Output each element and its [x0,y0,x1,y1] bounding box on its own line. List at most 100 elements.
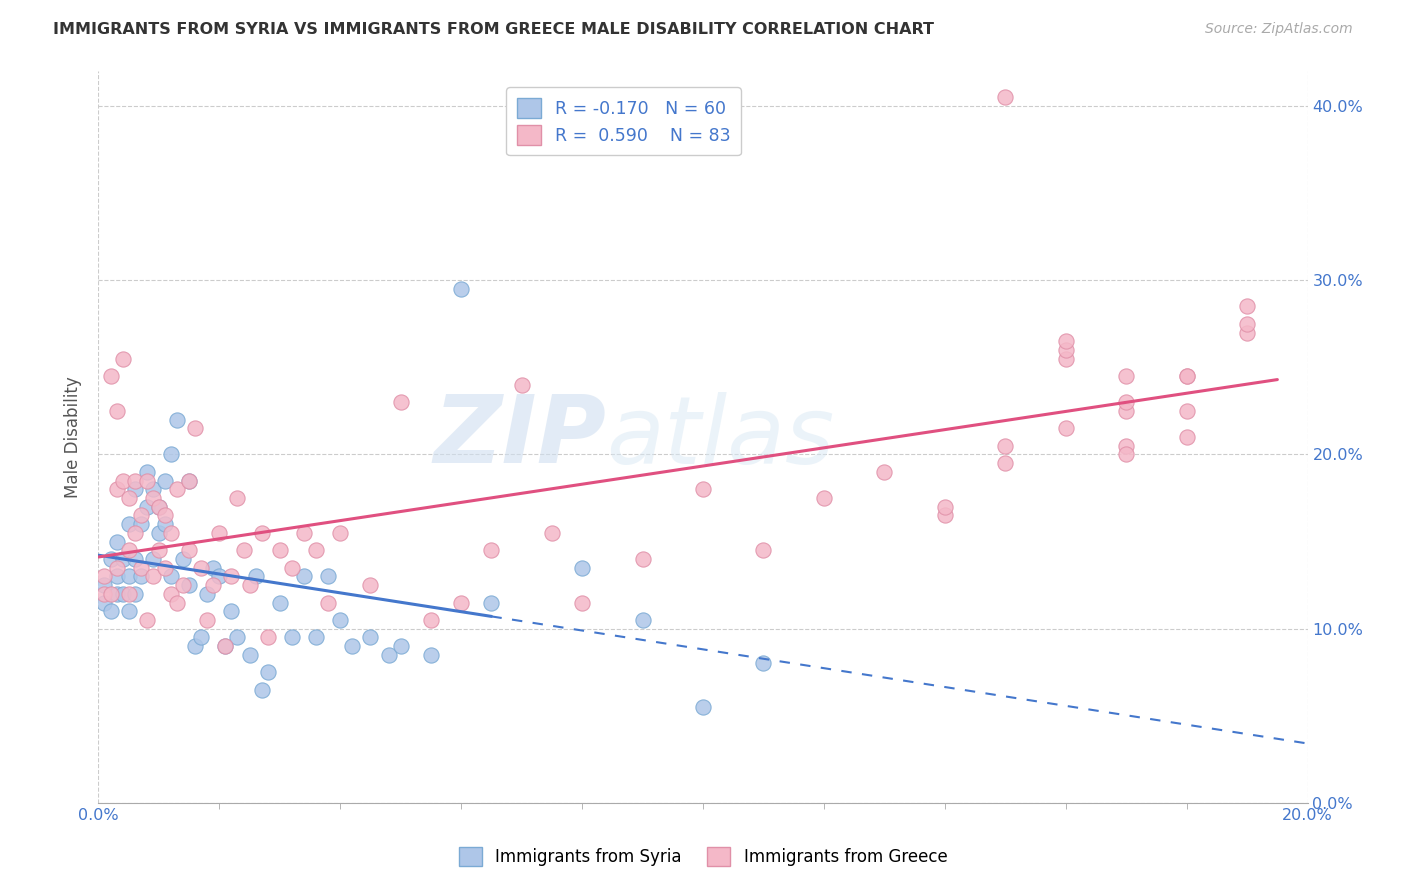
Point [292,569,315,583]
Point [148,500,170,514]
Point [172,552,194,566]
Point [153,560,176,574]
Point [142,569,165,583]
Point [118,543,141,558]
Point [111,474,134,488]
Point [111,587,134,601]
Point [93,587,115,601]
Point [221,604,243,618]
Point [118,569,141,583]
Point [148,543,170,558]
Point [129,508,152,523]
Point [179,474,201,488]
Point [481,595,503,609]
Point [540,525,562,540]
Point [214,639,236,653]
Point [148,525,170,540]
Point [179,543,201,558]
Point [111,552,134,566]
Point [93,578,115,592]
Point [105,404,128,418]
Point [269,543,291,558]
Point [389,639,412,653]
Point [179,474,201,488]
Point [172,578,194,592]
Point [184,639,207,653]
Point [239,648,262,662]
Point [631,613,654,627]
Point [450,595,472,609]
Point [329,525,352,540]
Point [135,474,157,488]
Point [226,631,249,645]
Point [118,604,141,618]
Point [360,578,382,592]
Point [994,456,1017,470]
Point [153,517,176,532]
Point [190,631,212,645]
Point [208,525,231,540]
Point [420,648,443,662]
Point [166,483,188,497]
Point [1175,369,1198,384]
Point [994,90,1017,104]
Point [202,560,225,574]
Legend: R = -0.170   N = 60, R =  0.590    N = 83: R = -0.170 N = 60, R = 0.590 N = 83 [506,87,741,155]
Point [250,525,273,540]
Point [269,595,291,609]
Point [148,500,170,514]
Legend: Immigrants from Syria, Immigrants from Greece: Immigrants from Syria, Immigrants from G… [453,840,953,873]
Point [571,595,593,609]
Point [692,483,714,497]
Point [420,613,443,627]
Point [1115,439,1137,453]
Point [360,631,382,645]
Point [1175,369,1198,384]
Point [166,595,188,609]
Point [305,631,328,645]
Point [129,517,152,532]
Point [195,587,218,601]
Point [142,491,165,505]
Point [111,351,134,366]
Point [256,631,278,645]
Point [1236,317,1258,331]
Point [118,517,141,532]
Point [873,465,896,479]
Point [105,587,128,601]
Point [1115,404,1137,418]
Point [1115,448,1137,462]
Point [105,534,128,549]
Point [160,569,183,583]
Point [160,525,183,540]
Text: Source: ZipAtlas.com: Source: ZipAtlas.com [1205,22,1353,37]
Point [93,569,115,583]
Point [342,639,364,653]
Point [245,569,267,583]
Point [129,569,152,583]
Point [256,665,278,680]
Point [105,569,128,583]
Point [692,700,714,714]
Point [129,560,152,574]
Point [752,543,775,558]
Point [250,682,273,697]
Point [142,552,165,566]
Point [118,491,141,505]
Point [377,648,399,662]
Point [232,543,254,558]
Point [221,569,243,583]
Point [1054,421,1077,435]
Point [1236,300,1258,314]
Point [124,483,146,497]
Text: atlas: atlas [606,392,835,483]
Point [105,560,128,574]
Point [292,525,315,540]
Point [93,595,115,609]
Point [281,560,304,574]
Point [752,657,775,671]
Point [305,543,328,558]
Point [1054,343,1077,357]
Point [202,578,225,592]
Point [100,587,122,601]
